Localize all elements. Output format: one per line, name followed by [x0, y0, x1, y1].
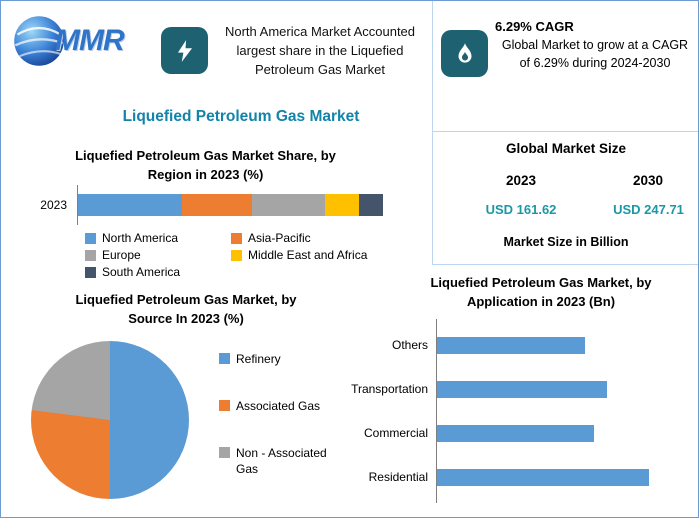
page-title: Liquefied Petroleum Gas Market — [122, 108, 360, 125]
application-category-label: Commercial — [363, 426, 428, 440]
legend-swatch — [231, 250, 242, 261]
region-ylabel: 2023 — [40, 198, 67, 212]
legend-item-south-america: South America — [85, 265, 227, 279]
source-legend: Refinery Associated Gas Non - Associated… — [219, 351, 337, 478]
separator-vertical — [432, 1, 433, 264]
application-bar-area — [436, 424, 658, 442]
application-bar — [436, 468, 650, 486]
region-bar-segment — [251, 194, 326, 216]
application-bar — [436, 380, 607, 398]
source-pie — [31, 341, 189, 499]
legend-item-asia-pacific: Asia-Pacific — [231, 231, 390, 245]
separator-horizontal-top — [432, 131, 698, 132]
legend-swatch — [85, 267, 96, 278]
legend-label: North America — [102, 231, 179, 245]
market-size-value-2030: USD 247.71 — [613, 202, 684, 217]
legend-item-middle-east-africa: Middle East and Africa — [231, 248, 390, 262]
market-size-year-2023: 2023 — [505, 173, 537, 188]
globe-icon — [14, 16, 64, 66]
market-size-year-2030: 2030 — [632, 173, 664, 188]
legend-label: Asia-Pacific — [248, 231, 311, 245]
legend-swatch — [85, 233, 96, 244]
region-bar-segment — [181, 194, 252, 216]
legend-swatch — [219, 446, 230, 458]
application-bar-area — [436, 468, 658, 486]
application-bar — [436, 336, 586, 354]
region-bar-segment — [325, 194, 359, 216]
application-row-transportation: Transportation — [336, 367, 666, 411]
market-size-note: Market Size in Billion — [503, 235, 629, 249]
application-bar — [436, 424, 594, 442]
application-row-residential: Residential — [336, 455, 666, 499]
highlight-text: North America Market Accounted largest s… — [224, 24, 416, 77]
cagr-block: 6.29% CAGR Global Market to grow at a CA… — [495, 19, 695, 72]
market-size-value-2023: USD 161.62 — [485, 202, 557, 217]
application-axis — [436, 319, 437, 503]
legend-swatch — [231, 233, 242, 244]
application-bar-area — [436, 336, 658, 354]
application-category-label: Transportation — [351, 382, 428, 396]
legend-label: Middle East and Africa — [248, 248, 368, 262]
application-row-others: Others — [336, 323, 666, 367]
region-plot — [77, 185, 383, 225]
legend-item-non-associated-gas: Non - Associated Gas — [219, 445, 337, 479]
lightning-icon — [177, 39, 192, 62]
logo-text: MMR — [55, 24, 125, 57]
legend-label: Europe — [102, 248, 141, 262]
region-chart-title: Liquefied Petroleum Gas Market Share, by… — [75, 148, 336, 182]
application-chart-title: Liquefied Petroleum Gas Market, by Appli… — [430, 275, 652, 309]
application-category-label: Others — [391, 338, 428, 352]
source-chart-title: Liquefied Petroleum Gas Market, by Sourc… — [75, 292, 297, 326]
legend-swatch — [85, 250, 96, 261]
legend-item-europe: Europe — [85, 248, 227, 262]
legend-item-refinery: Refinery — [219, 351, 337, 368]
application-row-commercial: Commercial — [336, 411, 666, 455]
legend-label: Refinery — [236, 352, 281, 366]
region-bar-row: 2023 — [29, 185, 383, 225]
application-bar-area — [436, 380, 658, 398]
cagr-title: 6.29% CAGR — [495, 19, 574, 34]
legend-label: South America — [102, 265, 181, 279]
region-bar-segment — [78, 194, 182, 216]
cagr-icon-box — [441, 30, 488, 77]
application-chart: Others Transportation Commercial Residen… — [336, 319, 666, 503]
legend-swatch — [219, 353, 230, 364]
region-legend: North America Asia-Pacific Europe Middle… — [85, 231, 390, 279]
region-stacked-bar — [78, 194, 383, 216]
application-category-label: Residential — [368, 470, 428, 484]
legend-label: Non - Associated Gas — [236, 445, 327, 477]
separator-horizontal-bottom — [432, 264, 698, 265]
highlight-icon-box — [161, 27, 208, 74]
legend-item-north-america: North America — [85, 231, 227, 245]
mmr-logo: MMR — [11, 13, 125, 69]
region-bar-segment — [358, 194, 383, 216]
legend-swatch — [219, 399, 230, 411]
flame-icon — [458, 42, 471, 63]
market-size-title: Global Market Size — [505, 141, 627, 156]
cagr-text: Global Market to grow at a CAGR of 6.29%… — [501, 38, 689, 70]
legend-item-associated-gas: Associated Gas — [219, 398, 337, 415]
legend-label: Associated Gas — [236, 398, 321, 413]
